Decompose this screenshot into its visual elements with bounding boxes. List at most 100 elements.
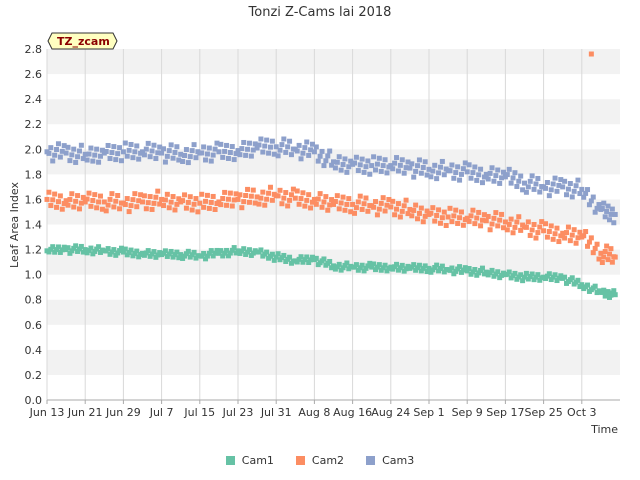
data-point-cam2: [485, 213, 491, 219]
data-point-cam2: [227, 190, 233, 196]
data-point-cam3: [586, 202, 592, 208]
legend-label-cam2: Cam2: [311, 454, 345, 467]
data-point-cam1: [61, 244, 67, 250]
data-point-cam3: [392, 160, 398, 166]
data-point-cam1: [462, 265, 468, 271]
data-point-cam2: [413, 202, 419, 208]
data-point-cam3: [453, 170, 459, 176]
data-points: [44, 51, 618, 300]
site-badge-label: TZ_zcam: [57, 35, 110, 48]
data-point-cam1: [529, 271, 535, 277]
data-point-cam2: [355, 199, 361, 205]
data-point-cam3: [187, 154, 193, 160]
data-point-cam1: [495, 269, 501, 275]
data-point-cam3: [590, 194, 596, 200]
data-point-cam3: [306, 152, 312, 158]
data-point-cam3: [487, 170, 493, 176]
data-point-cam2: [546, 229, 552, 235]
data-point-cam2: [281, 195, 287, 201]
legend-item-cam1[interactable]: Cam1: [225, 454, 274, 467]
data-point-cam1: [596, 288, 602, 294]
data-point-cam3: [258, 136, 264, 142]
data-point-cam3: [612, 211, 618, 217]
y-tick-label: 2.4: [25, 93, 43, 106]
data-point-cam2: [569, 232, 575, 238]
data-point-cam3: [155, 150, 161, 156]
data-point-cam3: [248, 153, 254, 159]
data-point-cam1: [365, 263, 371, 269]
data-point-cam3: [315, 158, 321, 164]
data-point-cam2: [128, 203, 134, 209]
data-point-cam2: [73, 198, 79, 204]
y-tick-label: 1.4: [25, 219, 43, 232]
data-point-cam3: [254, 145, 260, 151]
legend-item-cam2[interactable]: Cam2: [295, 454, 345, 467]
data-point-cam2: [101, 199, 107, 205]
data-point-cam3: [298, 156, 304, 162]
data-point-cam1: [57, 249, 63, 255]
data-point-cam1: [422, 263, 428, 269]
data-point-cam1: [191, 249, 197, 255]
data-point-cam3: [122, 140, 128, 146]
legend-item-cam3[interactable]: Cam3: [366, 454, 414, 467]
data-point-cam3: [338, 167, 344, 173]
data-point-cam2: [212, 206, 218, 212]
data-point-cam3: [466, 162, 472, 168]
data-point-cam2: [592, 245, 598, 251]
data-point-cam2: [331, 201, 336, 207]
series-cam1: [44, 243, 618, 300]
data-point-cam2: [562, 235, 568, 241]
data-point-cam3: [497, 180, 503, 186]
data-point-cam3: [601, 200, 607, 206]
data-point-cam3: [304, 139, 310, 145]
data-point-cam3: [390, 166, 396, 172]
data-point-cam3: [69, 152, 75, 158]
data-point-cam1: [241, 246, 247, 252]
data-point-cam3: [458, 171, 464, 177]
y-axis-label: Leaf Area Index: [8, 182, 21, 268]
data-point-cam2: [250, 187, 256, 193]
data-point-cam2: [233, 191, 239, 197]
grid-band: [47, 349, 620, 375]
data-point-cam3: [380, 163, 386, 169]
data-point-cam3: [233, 151, 239, 157]
data-point-cam2: [161, 203, 167, 209]
data-point-cam3: [544, 180, 550, 186]
data-point-cam1: [281, 252, 287, 258]
data-point-cam2: [97, 193, 103, 199]
data-point-cam3: [353, 154, 359, 160]
data-point-cam3: [415, 163, 421, 169]
data-point-cam1: [294, 259, 300, 265]
data-point-cam3: [147, 154, 153, 160]
data-point-cam1: [344, 260, 350, 266]
data-point-cam2: [323, 194, 329, 200]
data-point-cam1: [88, 245, 94, 251]
data-point-cam1: [252, 248, 258, 254]
data-point-cam2: [388, 204, 394, 210]
data-point-cam1: [264, 249, 270, 255]
data-point-cam2: [145, 200, 151, 206]
data-point-cam3: [288, 152, 294, 158]
data-point-cam2: [147, 194, 153, 200]
data-point-cam3: [432, 162, 438, 168]
data-point-cam2: [550, 236, 556, 242]
data-point-cam1: [418, 268, 424, 274]
data-point-cam1: [111, 247, 117, 253]
data-point-cam2: [401, 203, 407, 209]
data-point-cam2: [457, 215, 463, 221]
data-point-cam1: [204, 253, 210, 259]
data-point-cam3: [457, 177, 463, 183]
data-point-cam2: [468, 213, 474, 219]
data-point-cam3: [170, 155, 176, 161]
data-point-cam1: [384, 268, 390, 274]
data-point-cam1: [409, 264, 415, 270]
data-point-cam2: [466, 218, 472, 224]
data-point-cam3: [275, 153, 281, 159]
data-point-cam2: [439, 215, 445, 221]
data-point-cam2: [168, 199, 174, 205]
data-point-cam2: [531, 222, 537, 227]
data-point-cam2: [357, 193, 363, 199]
data-point-cam1: [59, 247, 65, 253]
data-point-cam2: [315, 196, 321, 202]
data-point-cam3: [441, 172, 447, 178]
